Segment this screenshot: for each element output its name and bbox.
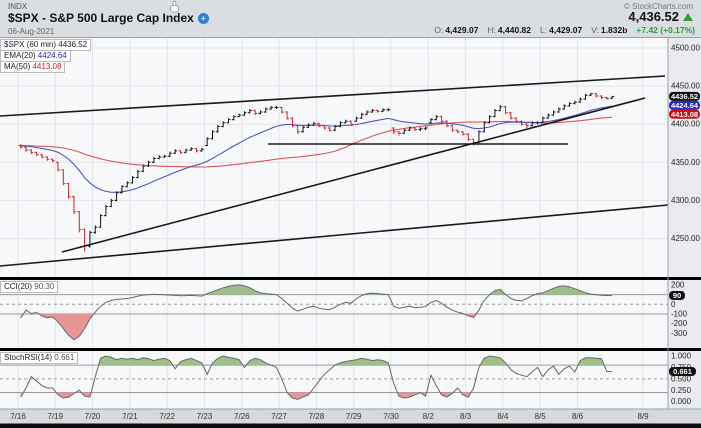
svg-text:8/9: 8/9 [637,412,649,421]
svg-text:0: 0 [671,300,676,309]
svg-text:4424.64: 4424.64 [671,101,699,110]
date-axis: 7/16 7/19 7/20 7/21 7/22 7/23 7/26 7/27 7/28 7/29… [0,408,701,424]
svg-text:7/27: 7/27 [271,412,287,421]
svg-text:8/3: 8/3 [460,412,472,421]
svg-text:0.500: 0.500 [671,374,692,383]
svg-text:0.250: 0.250 [671,386,692,395]
ohlc-bars [18,93,615,252]
svg-text:90: 90 [673,291,681,300]
svg-text:8/6: 8/6 [572,412,584,421]
svg-text:0.661: 0.661 [673,367,692,376]
svg-text:-100: -100 [671,310,688,319]
trendline-annotations [0,75,669,267]
legend-ma: MA(50) 4413.08 [0,61,66,73]
stochrsi-label-box: StochRSI(14) 0.661 [0,352,79,364]
cci-pane [0,284,668,341]
chart-title: $SPX - S&P 500 Large Cap Index [8,11,194,25]
svg-text:7/16: 7/16 [10,412,26,421]
svg-text:-300: -300 [671,329,688,338]
last-price-row: 4,436.52 [628,9,693,24]
ema20-line [20,105,613,193]
svg-text:7/30: 7/30 [383,412,399,421]
svg-text:-200: -200 [671,319,688,328]
low-value: L: 4,429.07 [540,25,583,35]
chart-area: 4500.00 4450.00 4400.00 4350.00 4300.00 4250.… [0,38,701,428]
chart-header: INDX $SPX - S&P 500 Large Cap Index + 06… [0,0,701,38]
svg-text:4450.00: 4450.00 [671,82,700,91]
chart-date: 06-Aug-2021 [8,27,55,36]
svg-text:7/20: 7/20 [85,412,101,421]
svg-text:0.000: 0.000 [671,397,692,406]
volume-value: V: 1.832b [591,25,628,35]
svg-text:4500.00: 4500.00 [671,44,700,53]
svg-text:7/21: 7/21 [122,412,138,421]
bottom-bar [0,423,701,428]
svg-text:1.000: 1.000 [671,352,692,361]
svg-text:4300.00: 4300.00 [671,196,700,205]
ohlc-row: O: 4,429.07 H: 4,440.82 L: 4,429.07 V: 1.832… [434,25,695,35]
change-value: +7.42 (+0.17%) [636,25,695,35]
up-triangle-icon [683,12,693,21]
svg-text:200: 200 [671,280,685,289]
svg-text:7/28: 7/28 [309,412,325,421]
svg-text:4413.08: 4413.08 [671,110,698,119]
svg-text:4350.00: 4350.00 [671,158,700,167]
right-axis-labels: 4500.00 4450.00 4400.00 4350.00 4300.00 4250.… [671,44,700,407]
svg-text:7/26: 7/26 [234,412,250,421]
pane-separators [0,277,701,351]
svg-text:7/29: 7/29 [346,412,362,421]
chart-backgrounds [0,38,701,409]
open-value: O: 4,429.07 [434,25,479,35]
svg-text:8/4: 8/4 [497,412,509,421]
title-row: $SPX - S&P 500 Large Cap Index + [8,11,209,25]
summary-info-icon[interactable]: + [197,12,209,24]
svg-text:4250.00: 4250.00 [671,234,700,243]
svg-text:4400.00: 4400.00 [671,120,700,129]
svg-text:7/19: 7/19 [48,412,64,421]
svg-text:7/22: 7/22 [159,412,175,421]
price-chart-svg: 4500.00 4450.00 4400.00 4350.00 4300.00 4250.… [0,38,701,428]
stochrsi-pane [0,355,668,400]
high-value: H: 4,440.82 [487,25,532,35]
cci-label-box: CCI(20) 90.30 [0,281,59,293]
svg-text:4436.52: 4436.52 [671,92,698,101]
svg-text:8/2: 8/2 [423,412,435,421]
copyright: © StockCharts.com [623,2,693,11]
exchange-label: INDX [8,2,28,11]
svg-text:8/5: 8/5 [535,412,547,421]
svg-text:7/23: 7/23 [197,412,213,421]
last-price: 4,436.52 [628,9,679,24]
